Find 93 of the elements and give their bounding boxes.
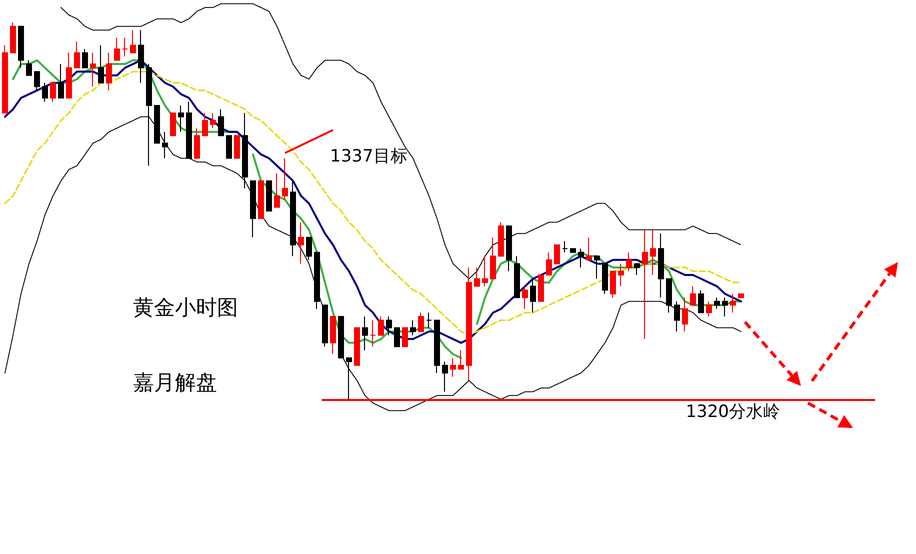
candlestick [18, 26, 24, 68]
candlestick [722, 297, 728, 317]
candlestick [2, 44, 8, 114]
candlestick [714, 297, 720, 310]
candlestick [298, 222, 304, 264]
candlestick [194, 128, 200, 159]
candlestick [10, 22, 16, 54]
candlestick [34, 71, 40, 91]
candlestick [466, 266, 472, 381]
candlestick [130, 30, 136, 54]
candlestick [634, 263, 640, 276]
candlestick [306, 236, 312, 260]
candlestick [498, 222, 504, 257]
candlestick [290, 180, 296, 257]
candlestick [370, 320, 376, 348]
candlestick [258, 180, 264, 219]
annotation: 1337目标 [330, 146, 408, 166]
candlestick [202, 112, 208, 136]
candlestick [226, 135, 232, 159]
candlestick [266, 180, 272, 212]
candlestick [570, 248, 576, 253]
candlestick [586, 236, 592, 260]
candlestick [738, 293, 744, 298]
candlestick [682, 297, 688, 332]
candlestick [314, 252, 320, 310]
candlestick [42, 82, 48, 102]
candlestick [58, 64, 64, 98]
candlestick [122, 37, 128, 58]
candlestick [594, 256, 600, 280]
candlestick [178, 104, 184, 132]
candlestick [106, 52, 112, 91]
candlestick [450, 357, 456, 378]
candlestick [490, 236, 496, 280]
candlestick [610, 270, 616, 298]
candlestick [618, 263, 624, 287]
candlestick [578, 248, 584, 268]
candlestick [626, 252, 632, 272]
ref-line-label: 1320分水岭 [686, 402, 780, 422]
candlestick [642, 229, 648, 340]
candlestick [434, 320, 440, 374]
candlestick [402, 327, 408, 348]
candlestick [394, 327, 400, 348]
candlestick [690, 286, 696, 306]
candlestick [346, 357, 352, 400]
candlestick [730, 293, 736, 314]
candlestick [114, 37, 120, 61]
candlestick [322, 304, 328, 348]
candlestick [658, 233, 664, 298]
candlestick [538, 274, 544, 302]
candlestick [410, 320, 416, 336]
candlestick [66, 52, 72, 98]
candlestick [98, 44, 104, 84]
candlestick [338, 316, 344, 358]
candlestick [522, 286, 528, 310]
candlestick [162, 131, 168, 159]
candlestick [74, 40, 80, 68]
candlestick [330, 316, 336, 355]
candlestick [50, 82, 56, 102]
candlestick [26, 60, 32, 76]
candlestick [674, 300, 680, 332]
candlestick [210, 112, 216, 129]
candlestick [378, 316, 384, 336]
candlestick [90, 52, 96, 88]
candlestick [354, 327, 360, 366]
candlestick [706, 300, 712, 317]
candlestick [426, 312, 432, 328]
candlestick [362, 316, 368, 351]
candlestick [506, 226, 512, 272]
candlestick [474, 266, 480, 287]
candlestick [282, 158, 288, 200]
candlestick [442, 361, 448, 392]
candlestick [250, 180, 256, 238]
candlestick [234, 135, 240, 159]
candlestick [458, 350, 464, 370]
candlestick [666, 278, 672, 314]
text: 黄金小时图 [133, 296, 238, 320]
candlestick [650, 229, 656, 276]
candlestick [170, 112, 176, 136]
candlestick [482, 256, 488, 287]
text: 嘉月解盘 [133, 370, 217, 394]
candlestick [138, 30, 144, 84]
candlestick [218, 108, 224, 136]
candlestick [562, 240, 568, 253]
candlestick [602, 263, 608, 294]
candlestick [274, 172, 280, 208]
candlestick [514, 256, 520, 298]
candlestick [530, 278, 536, 314]
candlestick [698, 290, 704, 314]
candlestick [554, 244, 560, 264]
candlestick [82, 48, 88, 68]
candlestick [546, 252, 552, 276]
candlestick [386, 316, 392, 336]
candlestick [418, 312, 424, 332]
